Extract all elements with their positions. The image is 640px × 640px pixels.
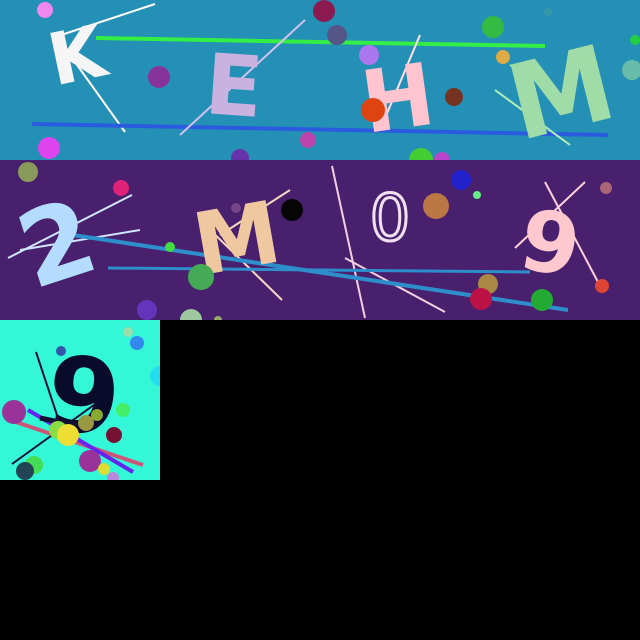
noise-dot: [409, 148, 433, 160]
noise-dot: [231, 203, 241, 213]
noise-line: [514, 181, 586, 249]
noise-dot: [150, 366, 160, 386]
noise-dot: [281, 199, 303, 221]
noise-line: [219, 189, 291, 236]
noise-dot: [78, 415, 94, 431]
noise-line: [544, 181, 599, 283]
captcha-char-2: E: [202, 35, 266, 137]
noise-dot: [165, 242, 175, 252]
noise-dot: [57, 424, 79, 446]
noise-dot: [37, 2, 53, 18]
noise-dot: [622, 60, 640, 80]
noise-line: [31, 122, 609, 137]
noise-line: [7, 194, 133, 259]
captcha-tile-1-canvas: K E H M: [0, 0, 640, 160]
noise-dot: [16, 462, 34, 480]
noise-dot: [148, 66, 170, 88]
noise-dot: [137, 300, 157, 320]
noise-dot: [423, 193, 449, 219]
noise-line: [331, 165, 366, 319]
noise-dot: [531, 289, 553, 311]
noise-dot: [434, 152, 450, 160]
noise-dot: [359, 45, 379, 65]
noise-dot: [470, 288, 492, 310]
noise-dot: [473, 191, 481, 199]
noise-dot: [630, 35, 640, 45]
noise-line: [107, 266, 531, 274]
noise-dot: [231, 149, 249, 160]
noise-dot: [313, 0, 335, 22]
captcha-tile-1: K E H M: [0, 0, 640, 160]
noise-dot: [107, 472, 119, 480]
noise-line: [509, 64, 561, 96]
noise-dot: [38, 137, 60, 159]
noise-dot: [214, 316, 222, 320]
noise-dot: [300, 132, 316, 148]
noise-line: [179, 19, 306, 136]
captcha-tile-3: 9: [0, 320, 160, 480]
noise-dot: [113, 180, 129, 196]
captcha-tile-2-canvas: 2 M 0 9: [0, 160, 640, 320]
noise-dot: [445, 88, 463, 106]
noise-dot: [482, 16, 504, 38]
noise-dot: [188, 264, 214, 290]
captcha-tile-2: 2 M 0 9: [0, 160, 640, 320]
noise-line: [19, 229, 141, 251]
noise-line: [51, 3, 156, 39]
noise-dot: [116, 403, 130, 417]
noise-line: [379, 34, 421, 131]
noise-dot: [595, 279, 609, 293]
noise-line: [9, 418, 144, 467]
captcha-char-3: 0: [370, 182, 411, 256]
noise-dot: [79, 450, 101, 472]
noise-dot: [180, 309, 202, 320]
noise-dot: [130, 336, 144, 350]
noise-line: [69, 54, 126, 133]
noise-line: [95, 36, 546, 48]
noise-dot: [123, 327, 133, 337]
noise-dot: [327, 25, 347, 45]
noise-dot: [2, 400, 26, 424]
noise-dot: [91, 409, 103, 421]
captcha-tile-3-canvas: 9: [0, 320, 160, 480]
noise-dot: [600, 182, 612, 194]
noise-line: [494, 89, 571, 146]
noise-dot: [544, 8, 552, 16]
noise-dot: [56, 346, 66, 356]
noise-dot: [98, 463, 110, 475]
noise-dot: [496, 50, 510, 64]
noise-dot: [18, 162, 38, 182]
noise-dot: [361, 98, 385, 122]
noise-dot: [451, 170, 471, 190]
noise-dot: [106, 427, 122, 443]
